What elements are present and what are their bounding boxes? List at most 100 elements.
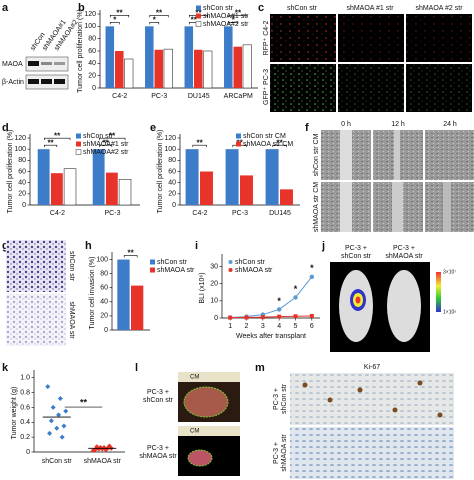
protein-label: β-Actin [2, 79, 24, 86]
legend-label: shMAOA#2 str [203, 21, 249, 28]
x-tick-label: PC-3 [105, 210, 121, 217]
x-tick-label: PC-3 [151, 93, 167, 100]
significance-label: ** [54, 131, 61, 140]
significance-label: ** [156, 8, 163, 17]
y-tick-label: 0.2 [20, 434, 30, 441]
legend-label: shMAOA#1 str [203, 13, 249, 20]
y-tick-label: 0 [92, 85, 96, 92]
point [50, 404, 56, 410]
bar [194, 49, 203, 88]
point [293, 295, 298, 300]
significance-label: ** [277, 138, 284, 147]
significance-bracket [228, 15, 248, 18]
legend-label: shMAOA str [235, 267, 273, 274]
significance-bracket [109, 15, 130, 18]
significance-bracket [149, 22, 160, 25]
mouse-label: PC-3 + [393, 245, 415, 252]
mouse-label: shCon str [341, 253, 372, 260]
panel-label: g [2, 240, 9, 252]
significance-label: ** [197, 138, 204, 147]
significance-label: ** [80, 397, 88, 407]
point [63, 408, 69, 414]
bar [203, 50, 213, 89]
bar [63, 168, 77, 206]
y-tick-label: 0.8 [20, 389, 30, 396]
ruler [178, 372, 240, 382]
bar [145, 26, 154, 88]
panel-label: d [2, 122, 9, 134]
y-tick-label: 0 [26, 449, 30, 456]
x-tick-label: 1 [228, 323, 232, 330]
significance-label: ** [195, 8, 202, 17]
y-axis-label: Tumor cell proliferation (%) [157, 130, 164, 214]
column-label: shMAOA #2 str [415, 5, 463, 12]
series-line [230, 276, 313, 318]
x-tick-label: C4-2 [112, 93, 127, 100]
legend-swatch [195, 21, 202, 27]
image [425, 130, 474, 180]
bar [280, 189, 293, 205]
y-tick-label: 120 [164, 135, 176, 142]
row-label: shCon str CM [313, 133, 320, 176]
point [45, 384, 51, 390]
point [97, 445, 103, 451]
legend-label: shCon str [203, 5, 234, 12]
x-tick-label: ARCaPM [224, 93, 253, 100]
y-tick-label: 100 [84, 23, 96, 30]
bar [117, 259, 130, 330]
y-tick-label: 80 [168, 157, 176, 164]
bar [225, 149, 239, 205]
y-tick-label: 40 [18, 180, 26, 187]
y-tick-label: 0 [214, 315, 218, 322]
column-label: shCon str [287, 5, 318, 12]
panel-label: j [321, 240, 325, 252]
row-label: PC-3 + [273, 442, 280, 464]
column-label: 24 h [443, 121, 457, 128]
y-tick-label: 20 [18, 191, 26, 198]
tumor [187, 449, 213, 467]
legend-label: shMAOA str [157, 267, 195, 274]
band [28, 79, 39, 84]
bar [240, 175, 253, 205]
scratch-gap [443, 182, 451, 232]
y-tick-label: 40 [168, 180, 176, 187]
ki67-images: Ki-67 PC-3 + shCon str PC-3 + shMAOA str [273, 364, 454, 479]
panel-label: i [195, 240, 198, 252]
significance-label: ** [191, 15, 198, 24]
scale-label: 1×10⁵ [443, 309, 456, 315]
x-tick-label: 6 [310, 323, 314, 330]
bar [92, 149, 105, 205]
panel-label: f [305, 122, 309, 134]
band [28, 61, 39, 66]
y-tick-label: 0 [22, 202, 26, 209]
y-tick-label: 20 [88, 73, 96, 80]
x-tick-label: C4-2 [192, 210, 207, 217]
image [270, 64, 336, 112]
ruler-label: CM [190, 429, 199, 435]
mouse [387, 270, 421, 342]
point [54, 425, 60, 431]
point [48, 418, 54, 424]
panel-label: c [258, 2, 264, 14]
significance-label: ** [116, 8, 123, 17]
image [290, 427, 454, 479]
x-tick-label: 4 [277, 323, 281, 330]
y-tick-label: 100 [164, 146, 176, 153]
x-tick-label: 5 [294, 323, 298, 330]
x-tick-label: DU145 [188, 93, 210, 100]
bar [185, 149, 199, 205]
legend-swatch [228, 260, 233, 264]
column-label: 12 h [391, 121, 405, 128]
image [6, 240, 66, 292]
point [260, 315, 265, 320]
significance-bracket [44, 144, 58, 148]
bar [105, 26, 115, 88]
x-tick-label: shCon str [42, 458, 73, 465]
scratch-gap [340, 130, 352, 180]
legend-swatch [76, 133, 81, 139]
bar [50, 173, 63, 205]
legend-swatch [75, 149, 82, 155]
bar [242, 44, 252, 89]
x-tick-label: PC-3 [232, 210, 248, 217]
